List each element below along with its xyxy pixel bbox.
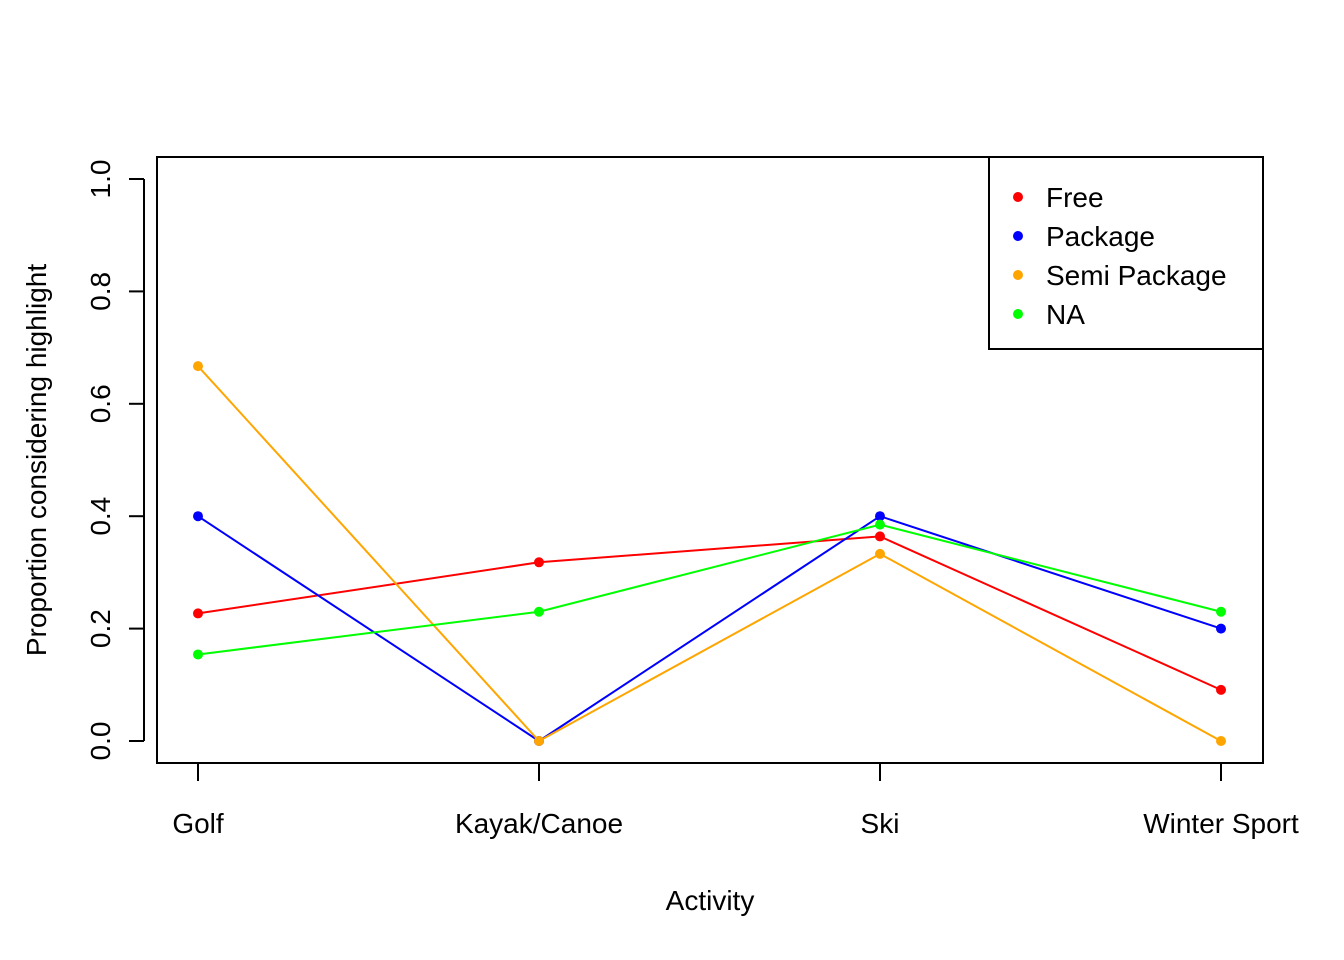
series-line [197, 535, 1222, 691]
data-point [193, 608, 203, 619]
legend-item: NA [1013, 299, 1085, 330]
data-point [875, 531, 885, 542]
legend-label: Semi Package [1046, 260, 1227, 291]
data-point [193, 649, 203, 660]
legend-label: Free [1046, 182, 1104, 213]
series-1 [193, 511, 1226, 746]
legend-label: NA [1046, 299, 1085, 330]
legend-box [988, 156, 1264, 350]
legend-marker [1013, 270, 1023, 280]
x-axis: Golf Kayak/Canoe Ski Winter Sport [172, 763, 1299, 839]
y-axis: 0.0 0.2 0.4 0.6 0.8 1.0 [85, 160, 145, 761]
legend-item: Free [1013, 182, 1104, 213]
legend: Free Package Semi Package NA [988, 156, 1264, 350]
legend-label: Package [1046, 221, 1155, 252]
data-point [875, 548, 885, 559]
series-line [197, 365, 1222, 743]
y-axis-title: Proportion considering highlight [21, 264, 52, 656]
data-point [1216, 606, 1226, 617]
data-point [193, 361, 203, 372]
series-0 [193, 531, 1226, 695]
data-point [1216, 623, 1226, 634]
legend-marker [1013, 192, 1023, 202]
y-tick-label: 0.0 [85, 722, 116, 761]
y-tick-label: 0.6 [85, 384, 116, 423]
x-tick-label: Ski [861, 808, 900, 839]
x-tick-label: Winter Sport [1143, 808, 1299, 839]
legend-marker [1013, 231, 1023, 241]
plot-frame [156, 156, 1264, 764]
series-2 [193, 361, 1226, 746]
series-layer [193, 361, 1226, 746]
legend-item: Semi Package [1013, 260, 1227, 291]
data-point [193, 511, 203, 522]
y-tick-label: 0.4 [85, 497, 116, 536]
data-point [534, 557, 544, 568]
x-axis-title: Activity [666, 885, 755, 916]
y-tick-label: 1.0 [85, 160, 116, 199]
y-tick-label: 0.8 [85, 272, 116, 311]
series-3 [193, 519, 1226, 660]
series-line [197, 523, 1222, 656]
data-point [1216, 684, 1226, 695]
legend-item: Package [1013, 221, 1155, 252]
y-tick-label: 0.2 [85, 609, 116, 648]
data-point [875, 511, 885, 522]
data-point [875, 519, 885, 530]
data-point [534, 736, 544, 746]
data-point [534, 606, 544, 617]
series-line [197, 515, 1222, 743]
legend-marker [1013, 309, 1023, 319]
x-tick-label: Golf [172, 808, 224, 839]
data-point [1216, 736, 1226, 746]
x-tick-label: Kayak/Canoe [455, 808, 623, 839]
